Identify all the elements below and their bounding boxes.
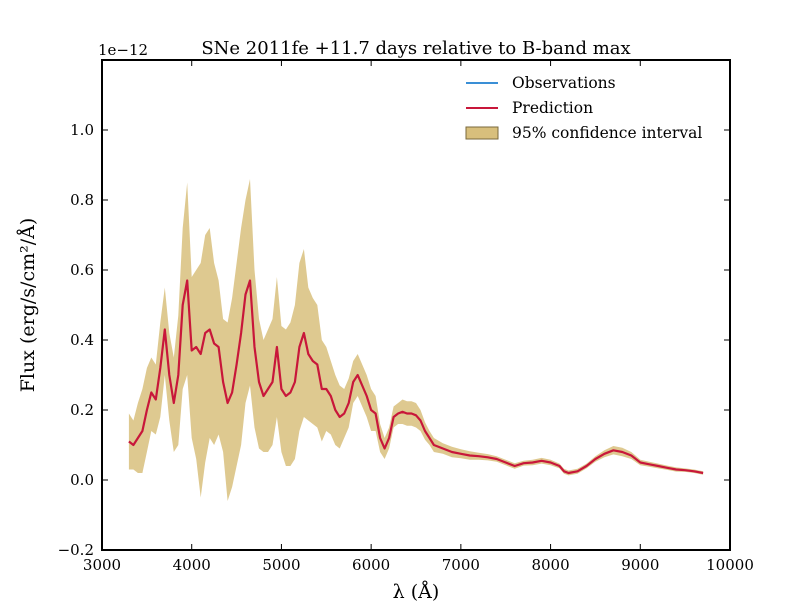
ticks-layer: 3000 4000 5000 6000 7000 8000 9000 10000 −0.2 0.0… bbox=[58, 60, 754, 574]
x-tick-label: 8000 bbox=[531, 556, 569, 574]
chart-title: SNe 2011fe +11.7 days relative to B-band… bbox=[201, 38, 630, 59]
legend-item: Observations bbox=[466, 74, 616, 92]
y-tick-label: −0.2 bbox=[58, 541, 94, 559]
x-tick-label: 7000 bbox=[442, 556, 480, 574]
legend-swatch bbox=[465, 126, 499, 140]
y-tick-label: 0.4 bbox=[70, 331, 94, 349]
x-tick-label: 9000 bbox=[621, 556, 659, 574]
y-tick-label: 0.0 bbox=[70, 471, 94, 489]
y-tick-label: 1.0 bbox=[70, 121, 94, 139]
legend-item: Prediction bbox=[466, 99, 593, 117]
y-tick-label: 0.8 bbox=[70, 191, 94, 209]
legend-item: 95% confidence interval bbox=[465, 124, 702, 142]
legend-label: Observations bbox=[512, 74, 616, 92]
legend: Observations Prediction 95% confidence int… bbox=[465, 74, 702, 142]
legend-label: Prediction bbox=[512, 99, 593, 117]
y-tick-label: 0.2 bbox=[70, 401, 94, 419]
x-tick-label: 3000 bbox=[83, 556, 121, 574]
confidence-band bbox=[128, 179, 704, 501]
plot-frame bbox=[101, 59, 731, 551]
x-tick-label: 10000 bbox=[706, 556, 754, 574]
x-axis-label: λ (Å) bbox=[393, 581, 440, 603]
y-axis-label: Flux (erg/s/cm²/Å) bbox=[17, 218, 39, 393]
y-offset-text: 1e−12 bbox=[98, 41, 148, 59]
legend-label: 95% confidence interval bbox=[512, 124, 702, 142]
confidence-band-layer bbox=[128, 179, 704, 501]
prediction-line bbox=[128, 279, 704, 475]
x-tick-label: 4000 bbox=[173, 556, 211, 574]
x-tick-label: 6000 bbox=[352, 556, 390, 574]
prediction-line-layer bbox=[128, 279, 704, 475]
x-tick-label: 5000 bbox=[262, 556, 300, 574]
y-tick-label: 0.6 bbox=[70, 261, 94, 279]
